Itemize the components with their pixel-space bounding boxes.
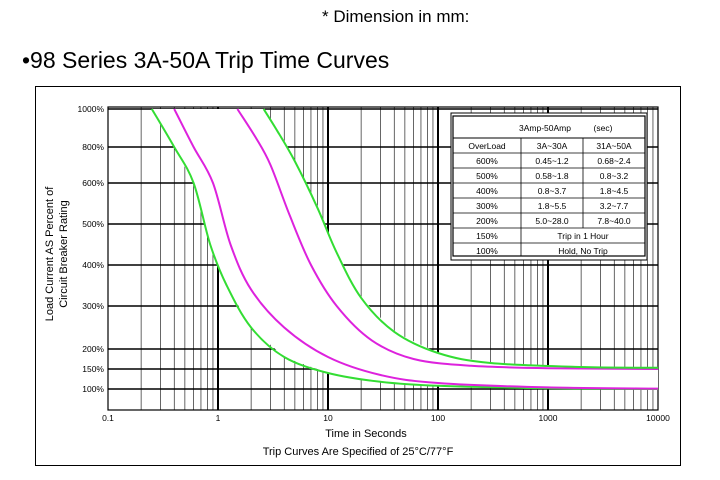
table-cell-merged: Hold, No Trip <box>558 246 608 256</box>
table-header-cell: 3A~30A <box>537 141 568 151</box>
curve-band-fill <box>151 109 659 389</box>
table-cell: 200% <box>476 216 498 226</box>
x-axis-label: Time in Seconds <box>325 428 407 440</box>
y-tick-label: 800% <box>82 142 104 152</box>
table-cell: 600% <box>476 156 498 166</box>
table-title: 3Amp-50Amp <box>519 123 571 133</box>
table-cell: 300% <box>476 201 498 211</box>
y-tick-label: 1000% <box>78 104 105 114</box>
y-tick-label: 150% <box>82 364 104 374</box>
table-cell: 0.8~3.7 <box>538 186 567 196</box>
y-tick-label: 500% <box>82 219 104 229</box>
series-line-3 <box>236 108 659 370</box>
table-cell: 0.58~1.8 <box>535 171 569 181</box>
table-header-cell: 31A~50A <box>596 141 632 151</box>
table-cell: 3.2~7.7 <box>600 201 629 211</box>
series-line-1 <box>150 108 659 390</box>
series-line-4 <box>262 108 659 369</box>
table-cell: 7.8~40.0 <box>597 216 631 226</box>
plot-border <box>107 106 659 411</box>
table-cell: 0.68~2.4 <box>597 156 631 166</box>
x-tick-label: 1000 <box>539 413 558 423</box>
table-cell: 400% <box>476 186 498 196</box>
x-tick-label: 1 <box>216 413 221 423</box>
x-tick-label: 100 <box>431 413 445 423</box>
trip-table <box>452 115 646 257</box>
table-unit: (sec) <box>594 123 613 133</box>
table-cell: 0.45~1.2 <box>535 156 569 166</box>
y-tick-label: 600% <box>82 178 104 188</box>
table-cell: 1.8~4.5 <box>600 186 629 196</box>
x-tick-label: 10000 <box>646 413 670 423</box>
page-title: •98 Series 3A-50A Trip Time Curves <box>22 47 390 73</box>
table-cell: 0.8~3.2 <box>600 171 629 181</box>
y-tick-label: 200% <box>82 344 104 354</box>
series-line-2 <box>173 108 659 390</box>
table-cell: 500% <box>476 171 498 181</box>
x-tick-label: 0.1 <box>102 413 114 423</box>
x-tick-label: 10 <box>323 413 333 423</box>
table-cell-merged: Trip in 1 Hour <box>557 231 608 241</box>
y-tick-label: 100% <box>82 384 104 394</box>
table-cell: 150% <box>476 231 498 241</box>
chart-caption: Trip Curves Are Specified of 25°C/77°F <box>263 446 454 458</box>
table-cell: 100% <box>476 246 498 256</box>
y-axis-label-line2: Circuit Breaker Rating <box>58 200 70 308</box>
table-cell: 5.0~28.0 <box>535 216 569 226</box>
table-cell: 1.8~5.5 <box>538 201 567 211</box>
y-tick-label: 400% <box>82 260 104 270</box>
y-axis-label-line1: Load Current AS Percent of <box>44 186 56 321</box>
table-header-cell: OverLoad <box>468 141 506 151</box>
dimension-note: * Dimension in mm: <box>322 7 470 26</box>
y-tick-label: 300% <box>82 301 104 311</box>
